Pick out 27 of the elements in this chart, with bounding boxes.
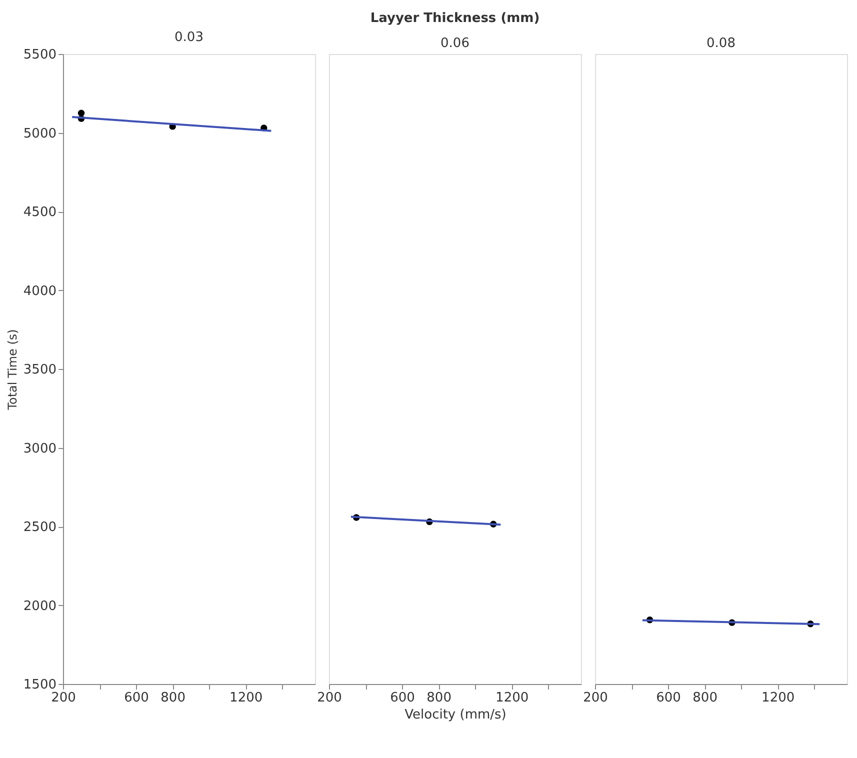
y-tick-label: 5500 xyxy=(23,48,56,62)
x-tick-label: 800 xyxy=(160,690,186,706)
chart-subtitle: Layyer Thickness (mm) xyxy=(370,11,540,26)
y-tick-label: 3000 xyxy=(23,441,56,456)
y-tick-label: 4000 xyxy=(23,284,56,299)
x-tick-label: 800 xyxy=(692,690,718,706)
chart-title: 0.03 xyxy=(174,30,204,45)
chart-title: 0.06 xyxy=(440,36,470,51)
x-tick-label: 1200 xyxy=(496,690,529,706)
x-tick-label: 200 xyxy=(583,690,608,706)
y-tick-label: 4500 xyxy=(23,205,56,220)
chart-title: 0.08 xyxy=(706,36,736,51)
x-tick-label: 1200 xyxy=(230,690,263,706)
y-axis-title: Total Time (s) xyxy=(5,329,20,411)
x-axis-title: Velocity (mm/s) xyxy=(404,708,506,722)
y-tick-label: 2000 xyxy=(23,598,56,614)
y-tick-label: 2500 xyxy=(23,520,56,535)
x-tick-label: 600 xyxy=(124,690,149,706)
y-tick-label: 5000 xyxy=(23,126,56,142)
y-tick-label: 3500 xyxy=(23,362,56,378)
x-tick-label: 1200 xyxy=(762,690,795,706)
x-tick-label: 800 xyxy=(426,690,452,706)
x-tick-label: 600 xyxy=(656,690,681,706)
x-tick-label: 600 xyxy=(390,690,415,706)
y-tick-label: 1500 xyxy=(23,678,56,692)
x-tick-label: 200 xyxy=(317,690,342,706)
x-tick-label: 200 xyxy=(51,690,76,706)
